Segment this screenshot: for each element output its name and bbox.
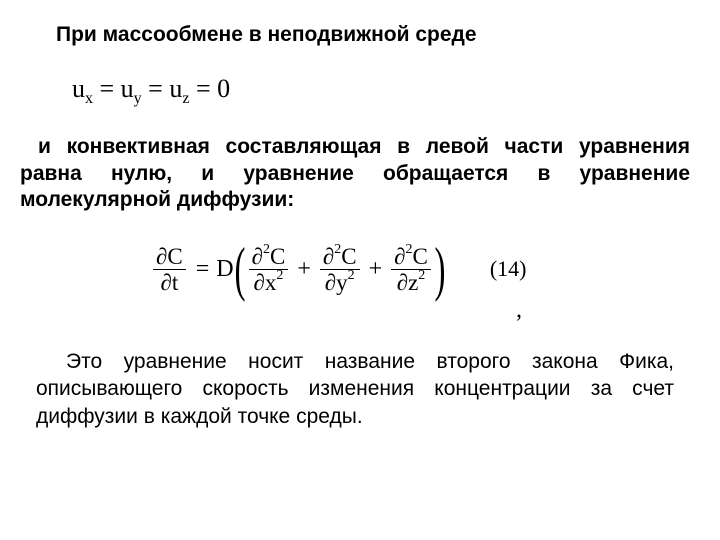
paragraph-2: Это уравнение носит название второго зак… [36, 348, 674, 430]
para1-text2: равна нулю, и уравнение обращается в ура… [20, 162, 690, 211]
p8: ∂ [397, 270, 408, 295]
eq1-content: ux = uy = uz = 0 [72, 74, 230, 103]
p1: ∂ [156, 244, 167, 269]
eq1-zero: 0 [217, 74, 230, 103]
equation-number: (14) [490, 256, 527, 282]
c3: C [341, 244, 356, 269]
lparen: ( [234, 239, 245, 299]
s5: 2 [406, 242, 413, 257]
rparen: ) [434, 239, 445, 299]
t1: t [172, 270, 178, 295]
frac-dc-dt: ∂C ∂t [153, 244, 186, 295]
eq1-sub-y: y [134, 90, 142, 107]
eq1-eq2: = [148, 74, 169, 103]
frac-d2c-dz2: ∂2C ∂z2 [391, 244, 431, 295]
s6: 2 [418, 268, 425, 283]
frac-d2c-dx2: ∂2C ∂x2 [249, 244, 289, 295]
s3: 2 [334, 242, 341, 257]
paragraph-1: и конвективная составляющая в левой част… [20, 134, 690, 213]
eq2-D: D [216, 256, 233, 283]
p4: ∂ [254, 270, 265, 295]
heading: При массообмене в неподвижной среде [56, 22, 690, 48]
eq1-eq1: = [100, 74, 121, 103]
para1-text1: и конвективная составляющая в левой част… [38, 135, 690, 158]
z1: z [408, 270, 418, 295]
equation-2-row: ∂C ∂t = D ( ∂2C ∂x2 + ∂2C ∂y2 + ∂2C [20, 239, 690, 299]
s4: 2 [348, 268, 355, 283]
eq1-u2: u [121, 74, 134, 103]
x1: x [265, 270, 277, 295]
slide: При массообмене в неподвижной среде ux =… [0, 0, 720, 540]
eq1-sub-z: z [182, 90, 189, 107]
para2-text: Это уравнение носит название второго зак… [36, 350, 674, 428]
p5: ∂ [323, 244, 334, 269]
eq2-trailing-comma: , [516, 297, 690, 324]
y1: y [336, 270, 348, 295]
eq1-sub-x: x [85, 90, 93, 107]
c2: C [270, 244, 285, 269]
c1: C [167, 244, 182, 269]
s2: 2 [276, 268, 283, 283]
plus1: + [297, 256, 311, 283]
eq1-u3: u [169, 74, 182, 103]
c4: C [413, 244, 428, 269]
p2: ∂ [160, 270, 171, 295]
eq2-eq: = [196, 256, 210, 283]
p7: ∂ [394, 244, 405, 269]
eq1-u1: u [72, 74, 85, 103]
frac-d2c-dy2: ∂2C ∂y2 [320, 244, 360, 295]
p6: ∂ [325, 270, 336, 295]
eq1-eq3: = [196, 74, 217, 103]
plus2: + [369, 256, 383, 283]
s1: 2 [263, 242, 270, 257]
equation-2: ∂C ∂t = D ( ∂2C ∂x2 + ∂2C ∂y2 + ∂2C [150, 239, 444, 299]
equation-1: ux = uy = uz = 0 [72, 74, 690, 108]
p3: ∂ [252, 244, 263, 269]
